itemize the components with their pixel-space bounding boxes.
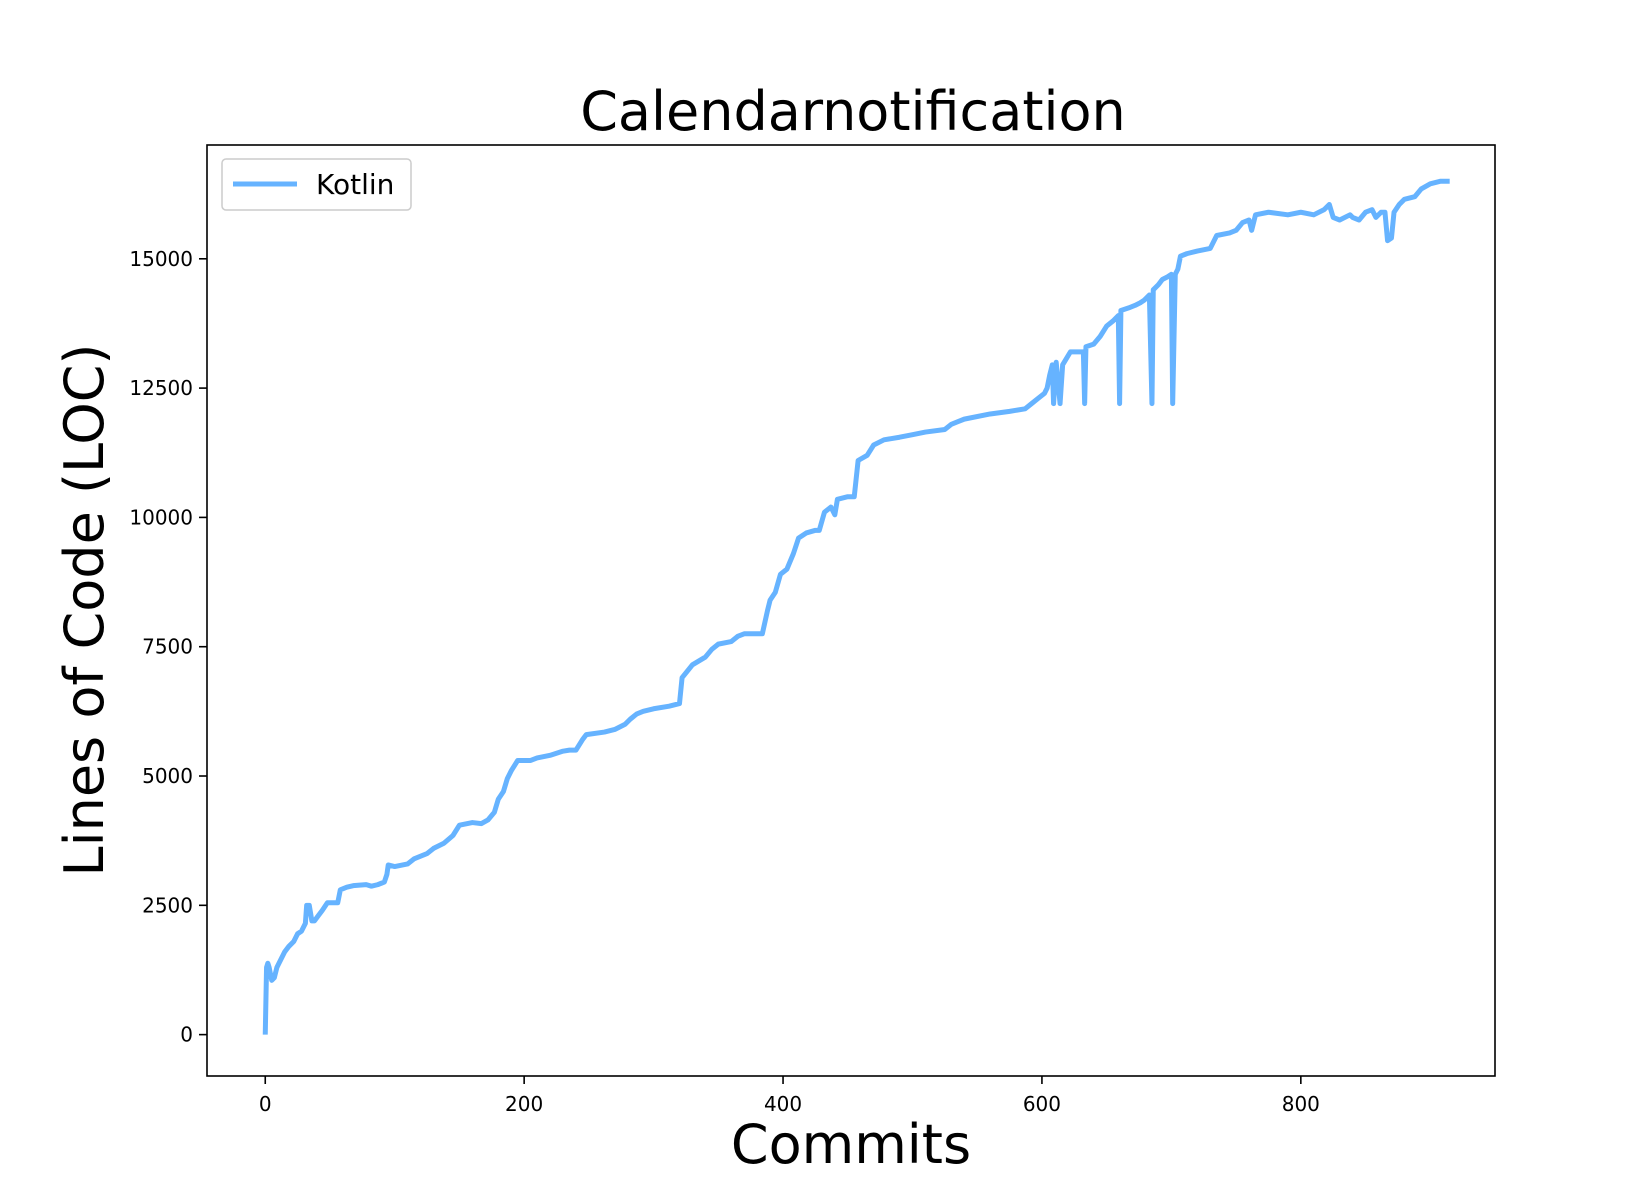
legend-label-kotlin: Kotlin — [316, 168, 394, 201]
x-axis-label: Commits — [731, 1113, 971, 1176]
x-tick-label: 600 — [1023, 1092, 1061, 1116]
series-line-kotlin — [262, 178, 1450, 1035]
y-tick-label: 10000 — [129, 505, 193, 529]
legend: Kotlin — [221, 158, 412, 211]
y-tick-label: 7500 — [142, 635, 193, 659]
x-tick-label: 0 — [259, 1092, 272, 1116]
x-tick-label: 400 — [764, 1092, 802, 1116]
x-tick-label: 800 — [1282, 1092, 1320, 1116]
x-tick-label: 200 — [505, 1092, 543, 1116]
legend-box — [221, 158, 412, 211]
y-tick-label: 2500 — [142, 893, 193, 917]
plot-frame — [206, 144, 1496, 1077]
y-tick-label: 12500 — [129, 376, 193, 400]
chart-title: Calendarnotification — [580, 80, 1126, 143]
y-axis: 0 2500 5000 7500 10000 12500 15000 — [129, 247, 207, 1047]
y-axis-label: Lines of Code (LOC) — [53, 344, 116, 877]
x-axis: 0 200 400 600 800 — [259, 1076, 1320, 1116]
y-tick-label: 15000 — [129, 247, 193, 271]
plot-area — [262, 178, 1450, 1035]
y-tick-label: 0 — [180, 1023, 193, 1047]
y-tick-label: 5000 — [142, 764, 193, 788]
